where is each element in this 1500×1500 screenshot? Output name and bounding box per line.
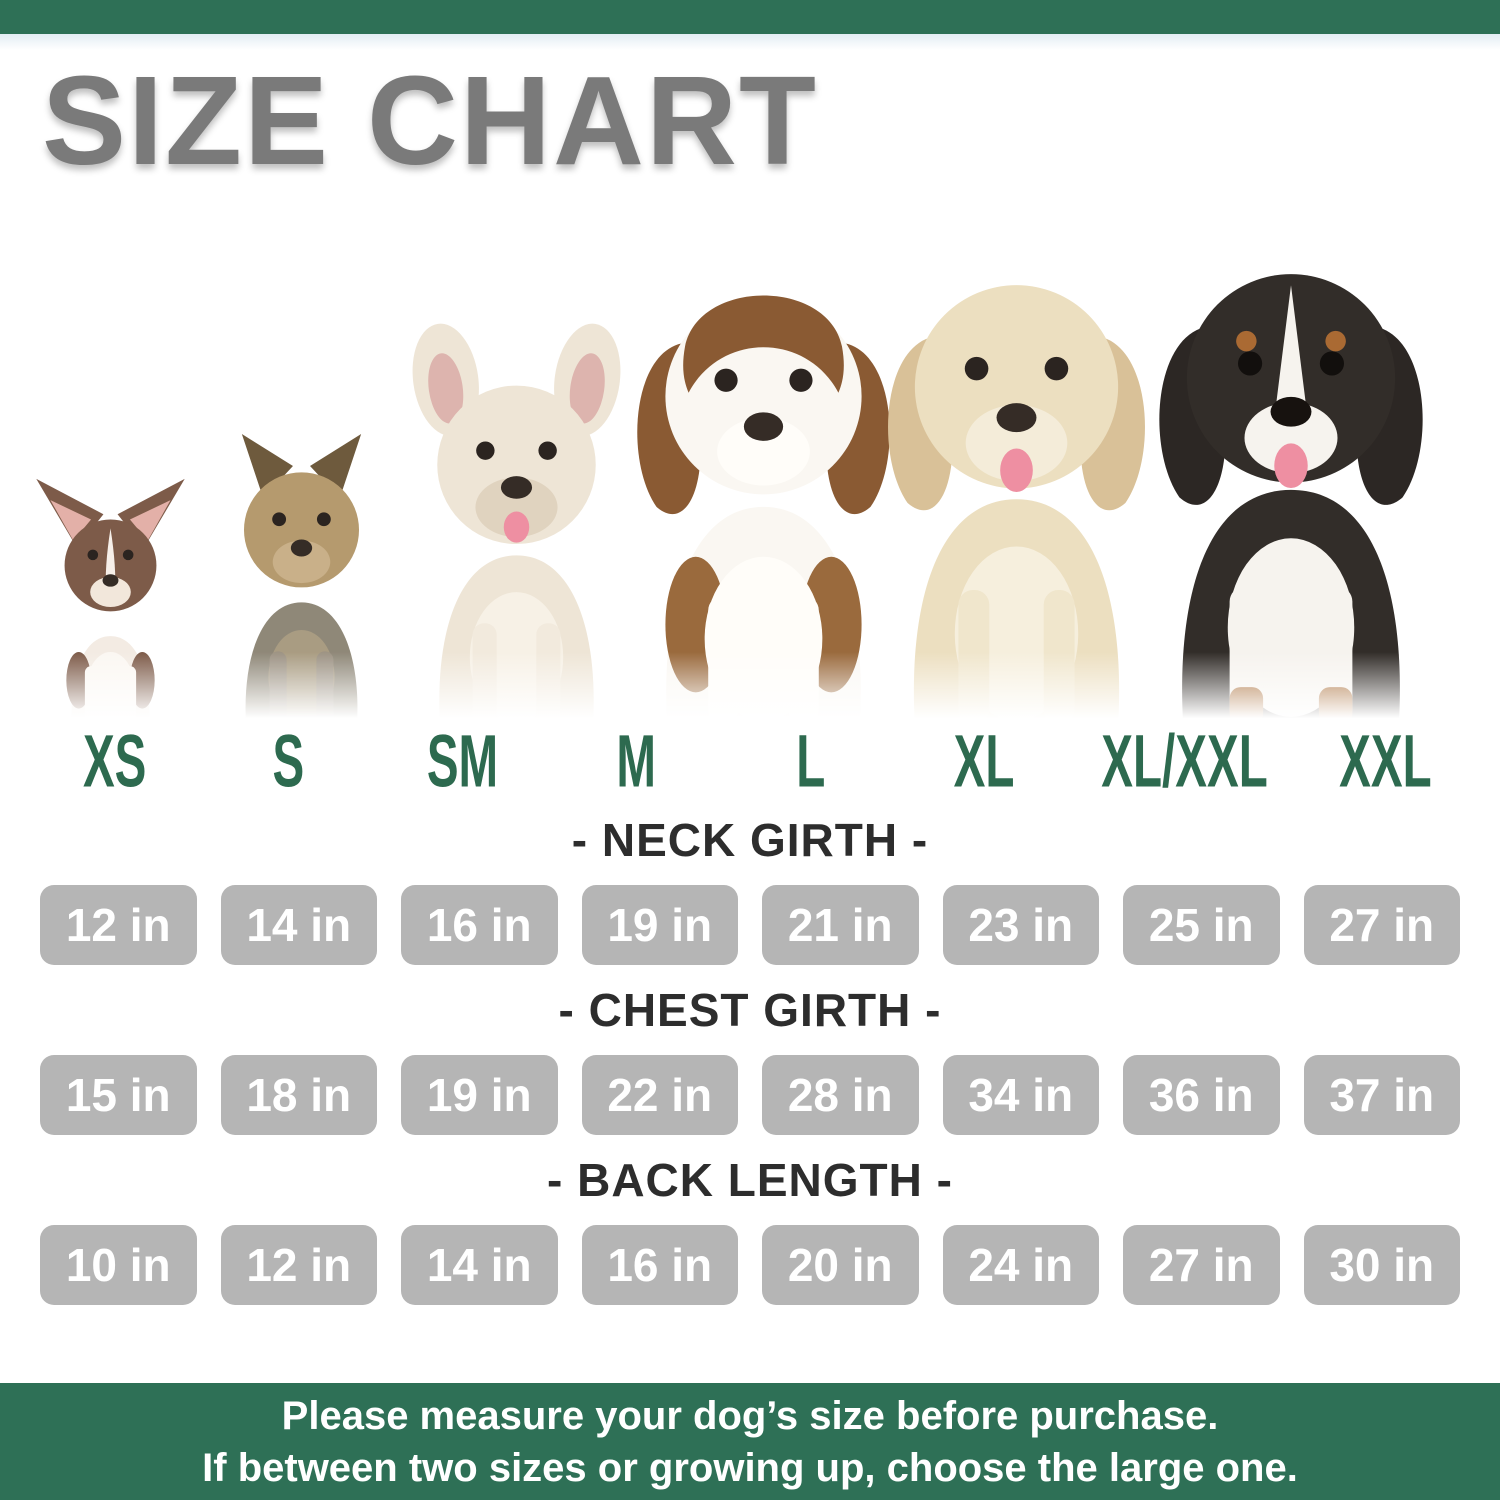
section-heading: - NECK GIRTH - (571, 814, 929, 866)
measurement-pill: 10 in (40, 1225, 197, 1305)
back-length-section: - BACK LENGTH - 10 in 12 in 14 in 16 in … (0, 1135, 1500, 1305)
section-heading: - BACK LENGTH - (547, 1154, 953, 1206)
measurement-pill: 37 in (1303, 1055, 1460, 1135)
measurement-pill: 28 in (762, 1055, 919, 1135)
top-fade (0, 34, 1500, 50)
measurement-pill: 36 in (1123, 1055, 1280, 1135)
measurement-pill: 23 in (942, 885, 1099, 965)
measurement-pill: 16 in (401, 885, 558, 965)
chest-girth-values-row: 15 in 18 in 19 in 22 in 28 in 34 in 36 i… (0, 1055, 1500, 1135)
measurement-pill: 24 in (942, 1225, 1099, 1305)
measurement-pill: 19 in (401, 1055, 558, 1135)
page-title: SIZE CHART (42, 50, 818, 191)
chest-girth-section: - CHEST GIRTH - 15 in 18 in 19 in 22 in … (0, 965, 1500, 1135)
size-label-m: M (616, 719, 657, 804)
size-label-xl: XL (953, 719, 1015, 804)
section-heading: - CHEST GIRTH - (558, 984, 942, 1036)
measurement-pill: 30 in (1303, 1225, 1460, 1305)
size-label-l: L (795, 719, 825, 804)
top-accent-bar (0, 0, 1500, 34)
measurement-pill: 20 in (762, 1225, 919, 1305)
size-label-xs: XS (83, 719, 147, 804)
measurement-pill: 16 in (581, 1225, 738, 1305)
measurement-pill: 27 in (1123, 1225, 1280, 1305)
measurement-pill: 34 in (942, 1055, 1099, 1135)
size-labels-row: XS S SM M L XL XL/XXL XXL (0, 719, 1500, 804)
measurement-pill: 14 in (401, 1225, 558, 1305)
measurement-pill: 21 in (762, 885, 919, 965)
photo-fade-overlay (0, 652, 1500, 730)
dogs-photo-row (0, 185, 1500, 730)
neck-girth-values-row: 12 in 14 in 16 in 19 in 21 in 23 in 25 i… (0, 885, 1500, 965)
size-label-xl-xxl: XL/XXL (1101, 719, 1268, 804)
footer-line-1: Please measure your dog’s size before pu… (281, 1393, 1219, 1438)
bernese-mountain-dog-illustration (1159, 274, 1423, 725)
measurement-pill: 12 in (220, 1225, 377, 1305)
neck-girth-section: - NECK GIRTH - 12 in 14 in 16 in 19 in 2… (0, 795, 1500, 965)
measurement-pill: 15 in (40, 1055, 197, 1135)
size-label-s: S (272, 719, 305, 804)
footer-note-bar: Please measure your dog’s size before pu… (0, 1383, 1500, 1500)
measurement-pill: 18 in (220, 1055, 377, 1135)
measurement-pill: 14 in (220, 885, 377, 965)
measurement-pill: 12 in (40, 885, 197, 965)
size-label-sm: SM (426, 719, 499, 804)
back-length-values-row: 10 in 12 in 14 in 16 in 20 in 24 in 27 i… (0, 1225, 1500, 1305)
measurement-pill: 22 in (581, 1055, 738, 1135)
measurement-pill: 27 in (1303, 885, 1460, 965)
size-label-xxl: XXL (1338, 719, 1432, 804)
measurement-pill: 25 in (1123, 885, 1280, 965)
measurement-pill: 19 in (581, 885, 738, 965)
footer-line-2: If between two sizes or growing up, choo… (202, 1445, 1298, 1490)
